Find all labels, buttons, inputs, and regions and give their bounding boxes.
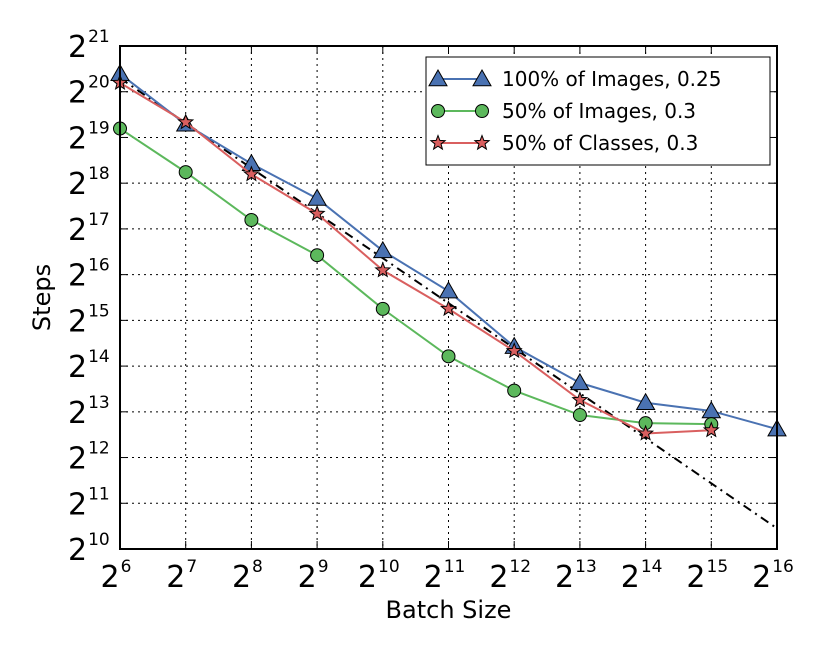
x-tick-label: 212 [489,557,531,595]
data-point [310,248,325,263]
y-tick-label: 221 [68,27,110,65]
legend-label: 50% of Classes, 0.3 [502,131,698,155]
data-point [178,165,193,180]
data-point [440,299,457,317]
data-point [505,342,523,359]
data-point [374,261,392,278]
x-tick-label: 216 [752,557,794,595]
x-tick-label: 210 [358,557,400,595]
plot-frame [119,45,778,550]
data-point [375,301,390,316]
legend-label: 50% of Images, 0.3 [502,99,696,123]
x-tick-label: 211 [424,557,466,595]
legend-marker [428,68,448,87]
x-axis-title: Batch Size [386,596,512,624]
x-tick-labels: 26 27 28 29 210 211 212 213 214 215 216 [101,557,794,595]
data-point [572,408,587,423]
x-tick-label: 26 [101,557,132,595]
reference-line-layer [119,77,778,530]
series-layer [110,63,787,441]
series-line [119,127,712,426]
x-tick-label: 215 [686,557,728,595]
x-tick-label: 27 [166,557,197,595]
data-point [637,424,655,441]
y-axis-title: Steps [28,264,56,331]
reference-line [119,77,778,530]
data-point [570,372,590,391]
legend-marker [429,134,447,151]
data-point [441,349,456,364]
legend-marker [431,104,445,118]
y-tick-label: 213 [68,393,110,431]
data-point [242,165,260,182]
x-tick-label: 28 [232,557,263,595]
x-tick-label: 214 [621,557,663,595]
data-point [307,188,327,206]
y-tick-label: 210 [68,530,110,568]
data-point [372,240,393,259]
x-tick-label: 29 [298,557,329,595]
y-tick-label: 218 [68,164,110,202]
y-tick-label: 217 [68,210,110,248]
data-point [507,383,522,398]
legend-marker [472,68,492,87]
legend-label: 100% of Images, 0.25 [502,67,721,91]
y-tick-label: 219 [68,118,110,156]
data-point [571,391,589,408]
y-tick-label: 211 [68,484,110,522]
series-2 [113,121,719,432]
data-point [308,204,326,221]
y-tick-labels: 210 211 212 213 214 215 216 217 218 219 220 221 [68,27,110,568]
legend-marker [475,104,489,118]
legend: 100% of Images, 0.25 50% of Images, 0.3 50… [425,56,771,166]
data-point [702,421,720,438]
y-tick-label: 215 [68,301,110,339]
data-point [635,392,656,410]
x-tick-label: 213 [555,557,597,595]
legend-marker [473,134,491,151]
series-line [119,81,712,435]
data-point [244,213,259,228]
y-tick-label: 214 [68,347,110,385]
data-point [177,113,195,130]
y-tick-label: 216 [68,256,110,294]
y-tick-label: 220 [68,73,110,111]
y-tick-label: 212 [68,439,110,477]
data-point [438,281,459,299]
